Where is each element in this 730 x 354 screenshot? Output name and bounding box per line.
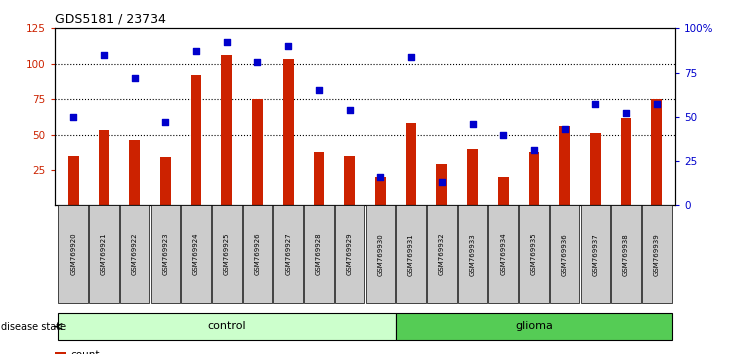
Text: glioma: glioma — [515, 321, 553, 331]
Bar — [580, 205, 610, 303]
Bar — [120, 205, 150, 303]
Point — [466, 121, 478, 127]
Text: GSM769925: GSM769925 — [224, 233, 230, 275]
Bar — [252, 99, 263, 205]
Bar — [529, 152, 539, 205]
Point — [590, 102, 602, 107]
Text: control: control — [207, 321, 246, 331]
Text: GSM769921: GSM769921 — [101, 233, 107, 275]
Text: GSM769931: GSM769931 — [408, 233, 414, 275]
Point — [313, 87, 325, 93]
Bar — [396, 313, 672, 340]
Bar — [129, 140, 140, 205]
Text: GSM769920: GSM769920 — [70, 233, 76, 275]
Bar — [314, 152, 324, 205]
Point — [344, 107, 356, 113]
Bar — [611, 205, 641, 303]
Text: GDS5181 / 23734: GDS5181 / 23734 — [55, 12, 166, 25]
Bar — [221, 55, 232, 205]
Text: GSM769938: GSM769938 — [623, 233, 629, 275]
Bar — [406, 123, 416, 205]
Point — [67, 114, 79, 120]
Bar — [243, 205, 272, 303]
Point — [221, 40, 233, 45]
Point — [528, 148, 539, 153]
Text: disease state: disease state — [1, 321, 66, 332]
Point — [252, 59, 264, 65]
Bar — [437, 164, 447, 205]
Bar — [651, 99, 662, 205]
Text: GSM769935: GSM769935 — [531, 233, 537, 275]
Bar — [181, 205, 211, 303]
Text: GSM769936: GSM769936 — [561, 233, 568, 275]
Bar — [304, 205, 334, 303]
Text: count: count — [70, 350, 100, 354]
Point — [620, 110, 632, 116]
Text: GSM769934: GSM769934 — [500, 233, 506, 275]
Text: GSM769923: GSM769923 — [162, 233, 169, 275]
Text: GSM769929: GSM769929 — [347, 233, 353, 275]
Text: GSM769932: GSM769932 — [439, 233, 445, 275]
Bar — [55, 352, 66, 354]
Bar — [89, 205, 119, 303]
Bar — [642, 205, 672, 303]
Bar — [335, 205, 364, 303]
Bar — [590, 133, 601, 205]
Point — [98, 52, 110, 58]
Text: GSM769922: GSM769922 — [131, 233, 138, 275]
Point — [159, 119, 171, 125]
Text: GSM769924: GSM769924 — [193, 233, 199, 275]
Text: GSM769939: GSM769939 — [654, 233, 660, 275]
Point — [436, 179, 447, 185]
Bar — [620, 118, 631, 205]
Text: GSM769933: GSM769933 — [469, 233, 475, 275]
Bar — [427, 205, 456, 303]
Point — [559, 126, 571, 132]
Bar — [519, 205, 549, 303]
Text: GSM769930: GSM769930 — [377, 233, 383, 275]
Point — [405, 54, 417, 59]
Bar — [99, 130, 110, 205]
Bar — [58, 205, 88, 303]
Bar — [366, 205, 395, 303]
Bar — [375, 177, 385, 205]
Bar — [58, 313, 396, 340]
Bar — [160, 157, 171, 205]
Bar — [467, 149, 478, 205]
Point — [191, 48, 202, 54]
Bar — [191, 75, 201, 205]
Text: GSM769927: GSM769927 — [285, 233, 291, 275]
Point — [497, 132, 509, 137]
Bar — [488, 205, 518, 303]
Text: GSM769928: GSM769928 — [316, 233, 322, 275]
Point — [374, 174, 386, 180]
Bar — [150, 205, 180, 303]
Bar — [283, 59, 293, 205]
Point — [651, 102, 663, 107]
Bar — [498, 177, 509, 205]
Text: GSM769926: GSM769926 — [255, 233, 261, 275]
Bar — [212, 205, 242, 303]
Bar — [274, 205, 303, 303]
Bar — [559, 126, 570, 205]
Point — [128, 75, 140, 81]
Point — [283, 43, 294, 49]
Bar — [68, 156, 79, 205]
Bar — [396, 205, 426, 303]
Bar — [345, 156, 355, 205]
Bar — [458, 205, 487, 303]
Text: GSM769937: GSM769937 — [592, 233, 599, 275]
Bar — [550, 205, 580, 303]
